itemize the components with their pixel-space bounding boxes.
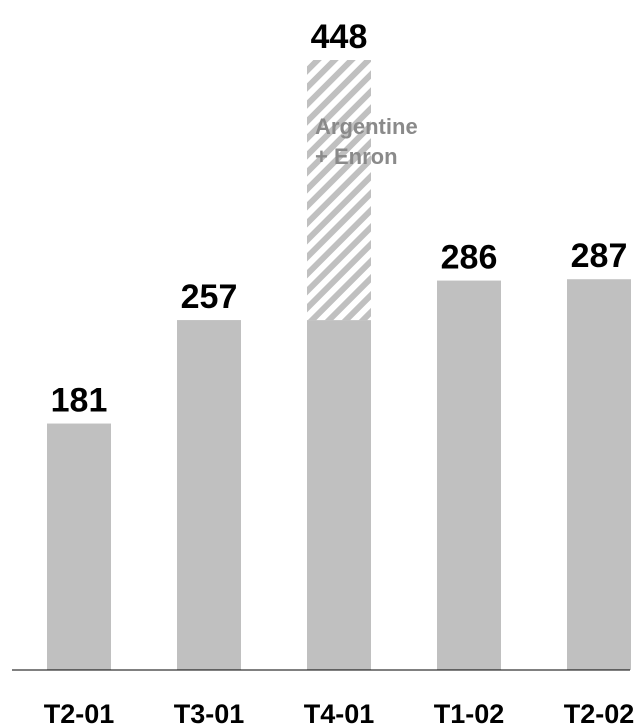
category-label-t1-02: T1-02 [434,699,505,728]
annotation-line-2: + Enron [315,144,398,169]
bar-t3-01 [177,320,241,670]
bar-t2-01 [47,423,111,670]
category-label-t3-01: T3-01 [174,699,245,728]
category-label-t4-01: T4-01 [304,699,375,728]
value-label-t1-02: 286 [441,239,498,277]
value-label-t2-02: 287 [571,237,628,275]
bar-t1-02 [437,280,501,670]
value-label-t4-01: 448 [311,18,368,56]
value-label-t3-01: 257 [181,278,238,316]
bar-t4-01-extra [307,60,371,321]
value-label-t2-01: 181 [51,382,108,420]
bar-t2-02 [567,279,631,670]
category-label-t2-02: T2-02 [564,699,635,728]
category-label-t2-01: T2-01 [44,699,115,728]
annotation-line-1: Argentine [315,114,418,139]
bar-t4-01 [307,320,371,670]
